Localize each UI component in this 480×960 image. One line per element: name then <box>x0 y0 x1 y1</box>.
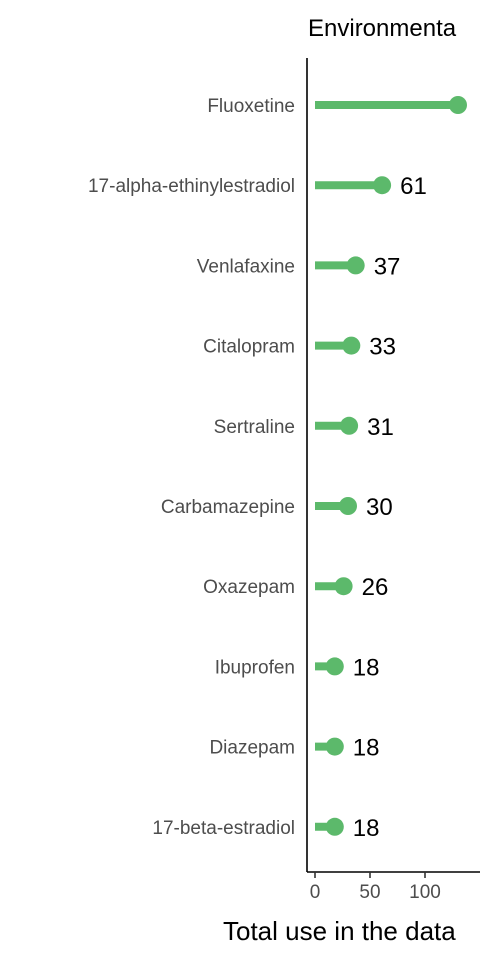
value-label: 18 <box>353 654 380 681</box>
category-label: 17-alpha-ethinylestradiol <box>88 176 295 197</box>
value-label: 33 <box>369 334 396 361</box>
x-tick-label: 50 <box>359 882 380 903</box>
lollipop-point <box>325 817 344 836</box>
lollipop-point <box>340 416 359 435</box>
x-axis-ticks: 0 50 100 <box>310 872 441 903</box>
lollipop-point <box>325 657 344 676</box>
value-label: 61 <box>400 173 427 200</box>
x-tick-label: 0 <box>310 882 321 903</box>
value-label: 31 <box>367 414 394 441</box>
value-label: 18 <box>353 815 380 842</box>
lollipop-point <box>325 737 344 756</box>
x-axis-title: Total use in the data <box>223 916 456 946</box>
value-label: 26 <box>362 574 389 601</box>
lollipop-point <box>334 577 353 596</box>
value-label: 30 <box>366 494 393 521</box>
category-label: Fluoxetine <box>207 96 295 117</box>
category-label: Ibuprofen <box>215 657 295 678</box>
lollipop-point <box>449 96 467 114</box>
category-label: Diazepam <box>209 738 295 759</box>
value-label: 18 <box>353 735 380 762</box>
chart-marks: Fluoxetine 17-alpha-ethinylestradiol 61 Ven… <box>88 96 467 842</box>
chart-title: Environmenta <box>308 15 457 42</box>
lollipop-point <box>342 336 361 355</box>
lollipop-point <box>373 176 392 195</box>
category-label: 17-beta-estradiol <box>152 818 295 839</box>
lollipop-point <box>346 256 365 275</box>
category-label: Venlafaxine <box>197 256 295 277</box>
category-label: Oxazepam <box>203 577 295 598</box>
x-tick-label: 100 <box>409 882 441 903</box>
category-label: Citalopram <box>203 337 295 358</box>
value-label: 37 <box>374 253 401 280</box>
lollipop-point <box>339 497 357 515</box>
category-label: Sertraline <box>214 417 295 438</box>
category-label: Carbamazepine <box>161 497 295 518</box>
